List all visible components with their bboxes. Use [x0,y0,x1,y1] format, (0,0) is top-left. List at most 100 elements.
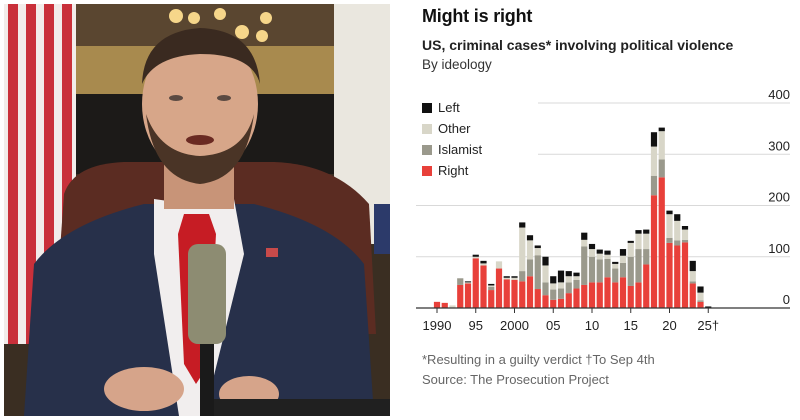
left-eye [169,95,183,101]
bar-left-2007 [565,271,572,277]
bar-stack-2021 [674,214,681,308]
bar-islamist-2009 [581,246,588,285]
bar-islamist-2005 [550,289,557,300]
bar-other-1996 [480,263,487,266]
x-tick-label-2020: 20 [662,318,676,333]
speaker-photo [4,4,390,416]
bar-stack-2004 [542,256,549,308]
right-eye [217,95,231,101]
bar-other-2020 [666,214,673,238]
bar-stack-2006 [557,270,565,308]
bar-left-2013 [612,261,619,264]
bar-left-2018 [650,132,658,147]
bar-stack-2025 [705,306,712,308]
bar-left-2011 [596,249,603,254]
bar-other-2012 [604,254,611,259]
bar-left-1999 [503,276,510,278]
beard [146,114,254,184]
bar-left-2021 [674,214,681,221]
bar-left-2009 [581,232,588,240]
chart-source: Source: The Prosecution Project [422,372,609,387]
bar-stack-2013 [612,261,619,308]
x-tick-label-2025: 25† [697,318,719,333]
bar-right-2013 [612,282,619,308]
bar-stack-1993 [457,278,464,308]
bar-other-2009 [581,239,588,247]
bar-left-2015 [627,240,634,243]
bar-right-2005 [550,299,557,308]
speaker-photo-illustration [4,4,390,416]
bar-left-2014 [619,249,627,256]
bar-islamist-2019 [658,159,665,178]
legend-label-right: Right [438,163,469,178]
bar-other-2015 [627,242,634,257]
chandelier-lights [169,8,272,42]
bar-stack-1992 [449,305,456,308]
x-tick-label-2005: 05 [546,318,560,333]
bar-stack-2000 [511,276,518,308]
bar-other-2021 [674,220,681,241]
bar-islamist-1997 [488,286,495,291]
bar-islamist-2018 [650,175,658,196]
y-tick-label-300: 300 [768,138,790,153]
bar-other-2013 [612,263,619,269]
bar-stack-1994 [464,281,472,308]
bar-left-2000 [511,276,518,278]
desk [214,399,390,416]
bar-other-2010 [588,249,596,257]
bar-right-1998 [495,268,503,308]
bar-right-1990 [433,301,441,308]
microphone-stand [200,344,214,416]
legend-item-islamist: Islamist [422,139,482,160]
x-tick-label-1990: 1990 [423,318,452,333]
bar-other-2024 [697,292,704,301]
y-tick-label-0: 0 [783,292,790,307]
bar-stack-2024 [697,286,704,308]
bar-stack-1990 [433,301,441,308]
bar-left-2006 [557,270,565,283]
bar-stack-2017 [643,229,650,308]
bar-right-2004 [542,295,549,308]
x-axis: 1990 95 2000 05 10 15 20 25† [416,307,790,333]
legend-swatch-islamist [422,144,432,155]
bar-stack-1997 [488,283,495,308]
bar-stack-2016 [635,230,642,308]
bar-right-2015 [627,285,634,308]
left-hand [104,367,184,411]
bar-other-2002 [526,240,534,260]
bar-stack-1995 [472,254,479,308]
legend-swatch-other [422,123,432,134]
bar-islamist-2001 [519,271,526,282]
bar-other-2005 [550,283,557,290]
bar-stack-2009 [581,232,588,308]
bar-other-1994 [464,282,472,284]
bar-left-2008 [573,272,580,277]
bar-right-2020 [666,242,673,308]
bar-other-2017 [643,233,650,250]
bar-stack-2008 [573,272,580,308]
bar-right-2009 [581,284,588,308]
bar-stack-2020 [666,210,673,308]
bar-islamist-2010 [588,256,596,283]
bar-left-2001 [519,222,526,228]
state-flag-blue [374,204,390,254]
bar-right-2016 [635,282,642,308]
bar-right-2008 [573,288,580,308]
bar-stack-2015 [627,240,634,308]
bar-right-2000 [511,279,518,308]
bar-islamist-2023 [689,281,696,284]
legend-label-left: Left [438,100,460,115]
bar-islamist-2020 [666,237,673,243]
bar-right-2012 [604,277,611,308]
bar-left-1995 [472,254,479,257]
gridlines: 400 300 200 100 0 [416,87,790,307]
bar-right-2018 [650,195,658,308]
bar-stack-2010 [588,243,596,308]
bar-stack-2005 [550,276,557,308]
bar-right-2021 [674,245,681,308]
bar-other-2018 [650,146,658,176]
y-tick-label-200: 200 [768,190,790,205]
bar-right-1996 [480,265,487,308]
bar-stack-2012 [604,250,611,308]
bar-other-1995 [472,256,479,259]
